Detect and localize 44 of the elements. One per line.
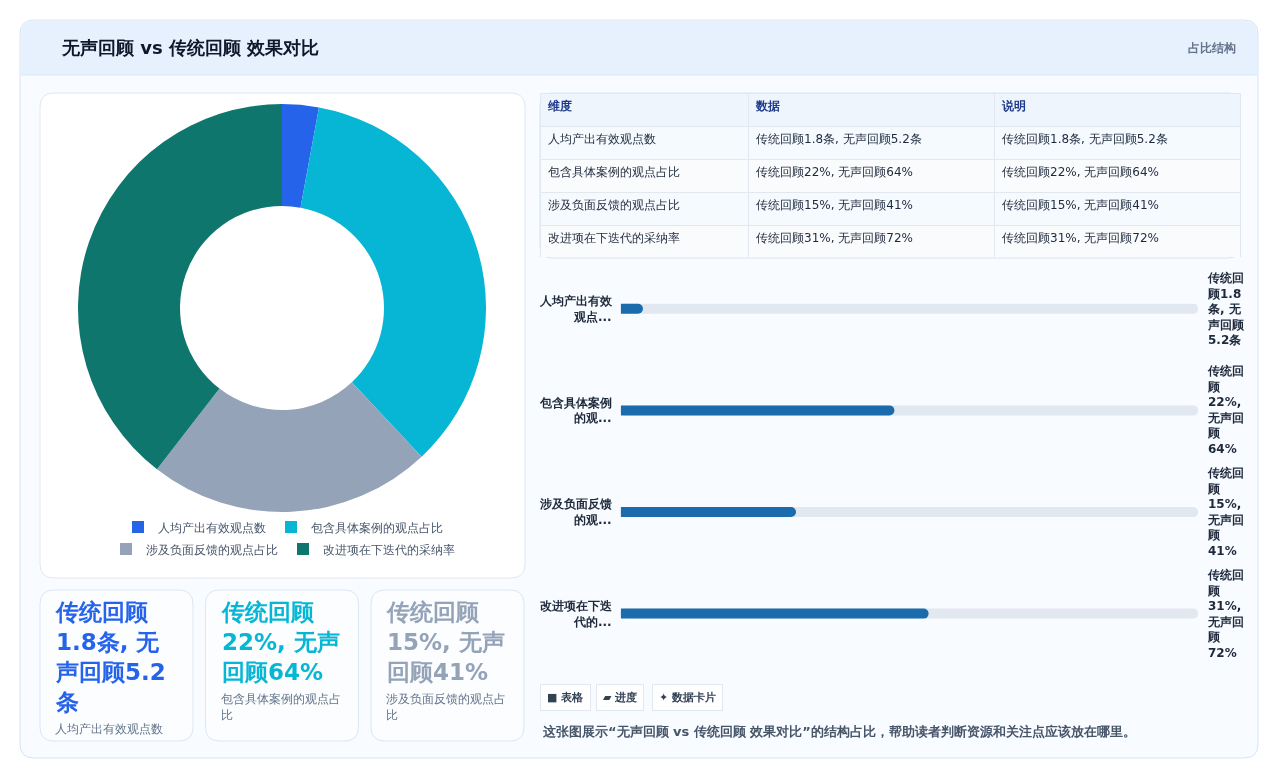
legend-label: 改进项在下迭代的采纳率 xyxy=(323,542,455,557)
text: 传统回顾15%, 无声回顾41% xyxy=(756,198,913,212)
category-label: 人均产出有效观点数 xyxy=(55,722,163,736)
donut-slice xyxy=(78,104,282,470)
text: 传统回顾22%, 无声回顾64% xyxy=(1002,165,1159,179)
text: 传统回顾1.8条, 无声回顾5.2条 xyxy=(56,599,166,715)
donut-slice xyxy=(282,104,319,208)
category-label: 维度 xyxy=(547,99,572,113)
category-label: 数据 xyxy=(755,99,780,113)
category-label: 改进项在下迭代的采纳率 xyxy=(548,231,680,245)
text: 这张图展示“无声回顾 vs 传统回顾 效果对比”的结构占比，帮助读者判断资源和关注点应该放在哪里。 xyxy=(542,724,1136,739)
data-label: 传统回顾1.8条, 无声回顾5.2条 xyxy=(1207,271,1245,348)
text: ■ 表格 xyxy=(547,691,585,704)
text: 传统回顾31%, 无声回顾72% xyxy=(1002,231,1159,245)
legend-label: 人均产出有效观点数 xyxy=(158,520,266,535)
y-tick-label: 人均产出有效观点... xyxy=(538,294,613,324)
text: 占比结构 xyxy=(1188,41,1236,55)
category-label: 包含具体案例的观点占比 xyxy=(548,165,680,179)
text: ▰ 进度 xyxy=(603,691,638,704)
y-tick-label: 涉及负面反馈的观... xyxy=(538,497,612,527)
text: 传统回顾15%, 无声回顾41% xyxy=(1002,198,1159,212)
y-tick-label: 包含具体案例的观... xyxy=(538,395,612,426)
y-tick-label: 改进项在下迭代的... xyxy=(539,599,613,629)
text: 传统回顾31%, 无声回顾72% xyxy=(756,231,913,245)
text: 传统回顾15%, 无声回顾41% xyxy=(387,599,505,685)
legend-label: 涉及负面反馈的观点占比 xyxy=(146,542,278,557)
category-label: 说明 xyxy=(1001,99,1026,113)
category-label: 涉及负面反馈的观点占比 xyxy=(386,692,506,722)
text: 传统回顾22%, 无声回顾64% xyxy=(756,165,913,179)
text: ✦ 数据卡片 xyxy=(659,691,717,704)
donut-slice xyxy=(300,107,486,457)
bar xyxy=(620,303,643,314)
category-label: 包含具体案例的观点占比 xyxy=(221,692,341,722)
category-label: 人均产出有效观点数 xyxy=(548,132,656,146)
category-label: 涉及负面反馈的观点占比 xyxy=(548,198,680,212)
donut-slice xyxy=(156,382,422,512)
chart-title: 无声回顾 vs 传统回顾 效果对比 xyxy=(61,37,320,59)
data-label: 传统回顾31%, 无声回顾72% xyxy=(1207,568,1244,660)
text: 传统回顾22%, 无声回顾64% xyxy=(222,599,340,685)
data-label: 传统回顾22%, 无声回顾64% xyxy=(1207,364,1244,456)
legend-label: 包含具体案例的观点占比 xyxy=(311,520,443,535)
data-label: 传统回顾15%, 无声回顾41% xyxy=(1207,466,1244,558)
text: 传统回顾1.8条, 无声回顾5.2条 xyxy=(756,132,922,146)
text: 传统回顾1.8条, 无声回顾5.2条 xyxy=(1002,132,1168,146)
